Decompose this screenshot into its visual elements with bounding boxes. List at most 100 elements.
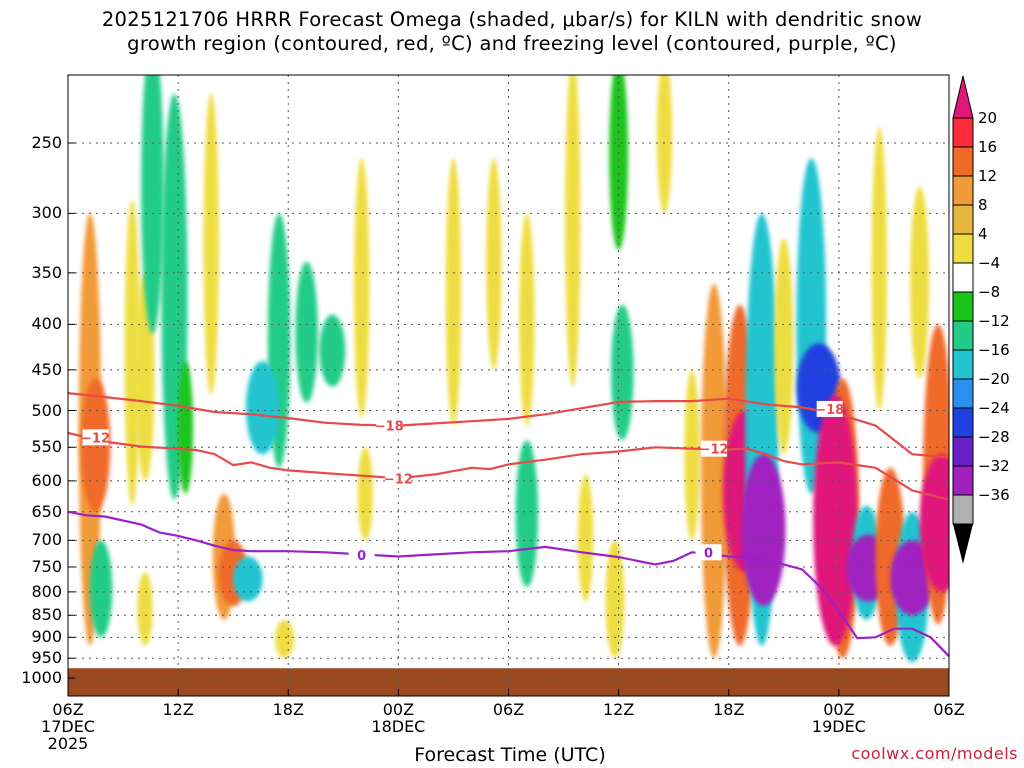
y-tick-label: 850 — [31, 605, 62, 625]
contour-label-bg — [701, 440, 728, 457]
y-tick-label: 500 — [31, 400, 62, 420]
chart-title-line2: growth region (contoured, red, ºC) and f… — [127, 32, 897, 55]
x-tick-line: 2025 — [47, 734, 89, 753]
grid-lines — [67, 75, 950, 696]
omega-shading-layer — [78, 75, 949, 663]
colorbar-swatch-9 — [952, 378, 974, 409]
contour-label-bg — [385, 470, 412, 487]
x-tick-label: 06Z — [469, 701, 549, 718]
colorbar-swatch-13 — [952, 494, 974, 525]
colorbar-label: 12 — [978, 167, 998, 185]
x-tick-label: 12Z — [579, 701, 659, 718]
omega-region-11 — [233, 556, 263, 602]
colorbar-label: 16 — [978, 138, 998, 156]
x-tick-label: 12Z — [138, 701, 218, 718]
plot-frame — [67, 74, 950, 697]
omega-region-15 — [319, 314, 346, 387]
colorbar-swatch-2 — [952, 175, 974, 206]
x-tick-line: 06Z — [933, 700, 965, 719]
contour--18-0 — [67, 392, 950, 459]
colorbar-swatch-0 — [952, 117, 974, 148]
omega-region-13 — [245, 361, 280, 455]
x-tick-line: 18Z — [713, 700, 745, 719]
contour-label--12: −12 — [700, 443, 729, 458]
contour-label--12: −12 — [81, 431, 110, 446]
omega-region-49 — [910, 186, 930, 379]
y-tick-label: 350 — [31, 262, 62, 282]
contour-lines: −18 −18 −12 −12 −12 0 0 — [67, 392, 950, 657]
omega-region-26 — [605, 540, 625, 659]
omega-region-25 — [577, 474, 594, 602]
colorbar-label: 8 — [978, 196, 988, 214]
colorbar-label: −12 — [978, 312, 1010, 330]
x-tick-line: 18Z — [272, 700, 304, 719]
omega-region-47 — [919, 454, 949, 592]
omega-region-8 — [177, 361, 194, 494]
omega-region-18 — [203, 93, 219, 395]
x-tick-line: 00Z — [382, 700, 415, 719]
contour-label-bg — [348, 546, 375, 563]
y-tick-label: 700 — [31, 530, 62, 550]
omega-region-5 — [141, 75, 164, 334]
x-tick-label: 06Z — [909, 701, 989, 718]
contour-label--12: −12 — [384, 472, 413, 487]
colorbar — [952, 75, 974, 564]
x-tick-line: 17DEC — [41, 717, 95, 736]
omega-region-17 — [275, 619, 294, 659]
source-credit: coolwx.com/models — [851, 744, 1018, 763]
x-tick-line: 18DEC — [371, 717, 426, 736]
colorbar-label: −20 — [978, 370, 1010, 388]
colorbar-swatch-1 — [952, 146, 974, 177]
y-tick-label: 950 — [31, 648, 62, 668]
colorbar-label: 4 — [978, 225, 988, 243]
contour--12-1 — [67, 431, 950, 501]
contour-label-bg — [816, 400, 843, 417]
contour-label--18: −18 — [815, 403, 844, 418]
contour-label-bg — [695, 544, 722, 561]
contour-label-0: 0 — [704, 546, 713, 561]
x-tick-line: 19DEC — [811, 717, 866, 736]
omega-region-36 — [774, 238, 794, 455]
colorbar-swatch-8 — [952, 349, 974, 380]
omega-region-40 — [813, 394, 858, 646]
colorbar-swatch-12 — [952, 465, 974, 496]
y-tick-label: 750 — [31, 556, 62, 576]
x-tick-label: 00Z 18DEC — [358, 701, 438, 735]
y-tick-label: 300 — [31, 203, 62, 223]
x-tick-label: 06Z 17DEC 2025 — [28, 701, 108, 752]
x-tick-line: 00Z — [823, 700, 855, 719]
contour-label-0: 0 — [357, 549, 366, 564]
omega-region-16 — [354, 158, 370, 419]
colorbar-label: −32 — [978, 457, 1010, 475]
y-tick-label: 400 — [31, 314, 62, 334]
omega-region-19 — [357, 447, 373, 541]
omega-region-14 — [295, 261, 318, 403]
colorbar-swatch-7 — [952, 320, 974, 351]
colorbar-swatch-10 — [952, 407, 974, 438]
x-tick-label: 18Z — [248, 701, 328, 718]
contour-0-2 — [67, 510, 950, 657]
omega-region-24 — [565, 75, 581, 387]
omega-region-30 — [684, 369, 700, 541]
colorbar-label: −16 — [978, 341, 1010, 359]
colorbar-label: −36 — [978, 486, 1010, 504]
omega-region-27 — [611, 304, 634, 441]
colorbar-top-arrow — [952, 75, 974, 119]
x-tick-label: 00Z 19DEC — [799, 701, 879, 735]
y-tick-label: 250 — [31, 133, 62, 152]
colorbar-label: −24 — [978, 399, 1010, 417]
contour-label-bg — [376, 417, 403, 434]
y-tick-label: 1000 — [21, 668, 62, 687]
x-tick-label: 18Z — [689, 701, 769, 718]
contour-label--18: −18 — [375, 420, 404, 435]
colorbar-label: −8 — [978, 283, 1001, 301]
omega-region-35 — [741, 454, 786, 607]
omega-region-48 — [871, 127, 887, 411]
omega-region-4 — [89, 540, 113, 638]
y-tick-label: 550 — [31, 437, 62, 457]
omega-region-21 — [486, 158, 502, 370]
chart-title-line1: 2025121706 HRRR Forecast Omega (shaded, … — [101, 8, 923, 31]
colorbar-label: 20 — [978, 109, 998, 127]
omega-region-23 — [519, 213, 535, 426]
